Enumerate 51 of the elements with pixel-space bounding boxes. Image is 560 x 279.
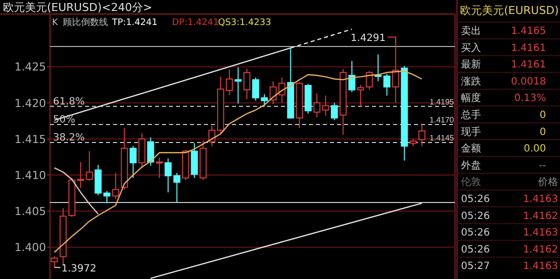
text: 1.4165 bbox=[511, 26, 546, 37]
annotation: K bbox=[52, 18, 59, 28]
text: 0 bbox=[540, 126, 546, 138]
text: 现手 bbox=[461, 126, 481, 138]
text: 幅度 bbox=[461, 92, 481, 104]
chart-title: 欧元美元(EURUSD)<240分> bbox=[3, 1, 152, 14]
annotation: 1.4291 bbox=[350, 33, 386, 44]
text: 1.4163 bbox=[523, 194, 558, 205]
text: 涨跌 bbox=[461, 75, 481, 88]
text: 买入 bbox=[461, 42, 481, 54]
text: 05:27 bbox=[461, 261, 490, 272]
annotation: 顾比倒数线 bbox=[63, 17, 108, 28]
text: 0.00 bbox=[524, 144, 546, 155]
ref-line-label: 1.4195 bbox=[430, 97, 455, 106]
text: 最新 bbox=[461, 58, 481, 71]
text: 05:26 bbox=[461, 210, 490, 222]
text: 1.4162 bbox=[523, 244, 558, 256]
text: 1.4161 bbox=[511, 60, 546, 71]
annotation: QS3:1.4233 bbox=[218, 18, 272, 28]
annotation: 1.3972 bbox=[61, 263, 96, 274]
y-tick-label: 1.400 bbox=[14, 241, 46, 254]
annotation: DP:1.4241 bbox=[172, 18, 219, 28]
text: 1.4161 bbox=[511, 42, 546, 54]
text: -- bbox=[538, 160, 546, 172]
ref-line-label: 1.4145 bbox=[430, 134, 455, 143]
y-tick-label: 1.425 bbox=[14, 60, 46, 74]
text: 1.4163 bbox=[523, 228, 558, 239]
text: 1.4162 bbox=[523, 210, 558, 222]
annotation: TP:1.4241 bbox=[111, 18, 158, 28]
text: 0 bbox=[540, 110, 546, 121]
text: 0.0018 bbox=[511, 76, 546, 88]
ref-line-label: 1.4170 bbox=[430, 115, 455, 124]
y-tick-label: 1.405 bbox=[14, 205, 46, 218]
y-tick-label: 1.410 bbox=[14, 169, 46, 182]
text: 卖出 bbox=[461, 25, 481, 37]
text: 05:26 bbox=[461, 228, 490, 239]
text: 05:26 bbox=[461, 244, 490, 256]
text: 0.13% bbox=[514, 93, 546, 104]
text: 05:26 bbox=[461, 194, 490, 205]
text: 外盘 bbox=[461, 159, 481, 172]
y-tick-label: 1.420 bbox=[14, 96, 46, 110]
annotation: 61.8% bbox=[53, 96, 85, 108]
text: 1.4163 bbox=[523, 261, 558, 272]
annotation: 50% bbox=[53, 114, 76, 126]
text: 欧元美元(EURUSD) bbox=[460, 4, 559, 17]
text: 金额 bbox=[461, 142, 481, 155]
annotation: 38.2% bbox=[53, 132, 85, 144]
text: 总手 bbox=[460, 109, 481, 121]
text: 价格 bbox=[537, 176, 558, 188]
text: 伦敦 bbox=[461, 176, 481, 188]
y-tick-label: 1.415 bbox=[14, 132, 46, 146]
